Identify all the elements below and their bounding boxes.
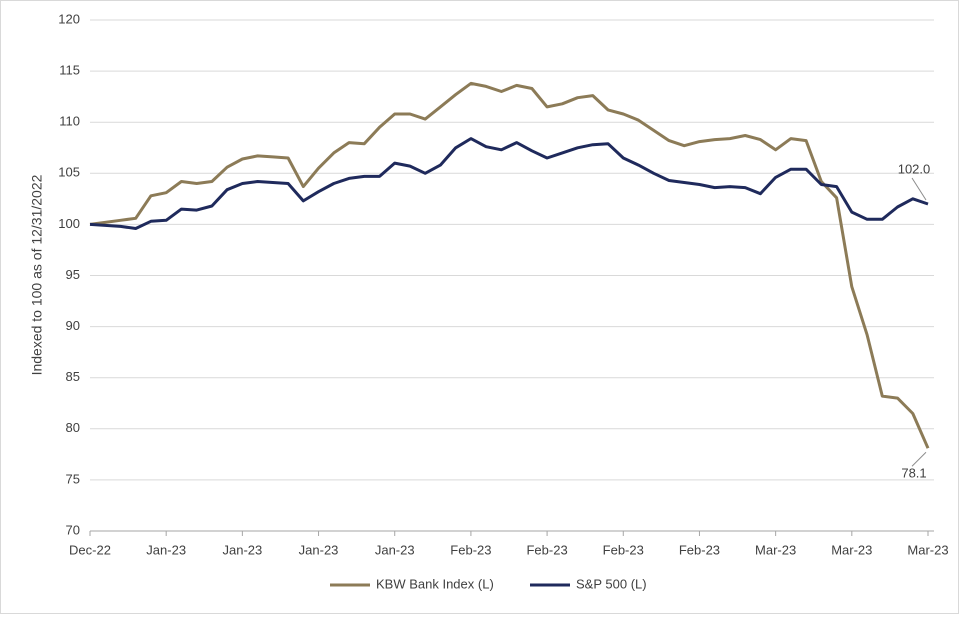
legend-label: KBW Bank Index (L) (376, 576, 494, 591)
x-tick-label: Dec-22 (69, 542, 111, 557)
y-tick-label: 85 (66, 369, 80, 384)
data-label: 102.0 (898, 161, 931, 176)
x-tick-label: Feb-23 (526, 542, 567, 557)
y-tick-label: 100 (58, 216, 80, 231)
y-tick-label: 105 (58, 165, 80, 180)
x-tick-label: Mar-23 (831, 542, 872, 557)
y-tick-label: 120 (58, 11, 80, 26)
series-line (89, 81, 930, 449)
x-tick-label: Mar-23 (907, 542, 948, 557)
y-tick-label: 75 (66, 471, 80, 486)
x-tick-label: Jan-23 (299, 542, 339, 557)
x-tick-label: Jan-23 (375, 542, 415, 557)
legend-label: S&P 500 (L) (576, 576, 647, 591)
y-tick-label: 95 (66, 267, 80, 282)
y-tick-label: 115 (59, 63, 80, 78)
y-tick-label: 70 (66, 522, 80, 537)
x-tick-label: Feb-23 (450, 542, 491, 557)
series-line (89, 137, 929, 230)
y-axis-label: Indexed to 100 as of 12/31/2022 (29, 174, 45, 375)
x-tick-label: Mar-23 (755, 542, 796, 557)
data-label: 78.1 (901, 466, 926, 481)
x-tick-label: Jan-23 (146, 542, 186, 557)
y-tick-label: 90 (66, 318, 80, 333)
x-tick-label: Feb-23 (603, 542, 644, 557)
y-tick-label: 110 (59, 114, 80, 129)
x-tick-label: Jan-23 (222, 542, 262, 557)
y-tick-label: 80 (66, 420, 80, 435)
label-leader (911, 177, 927, 201)
x-tick-label: Feb-23 (679, 542, 720, 557)
label-leader (911, 451, 927, 467)
